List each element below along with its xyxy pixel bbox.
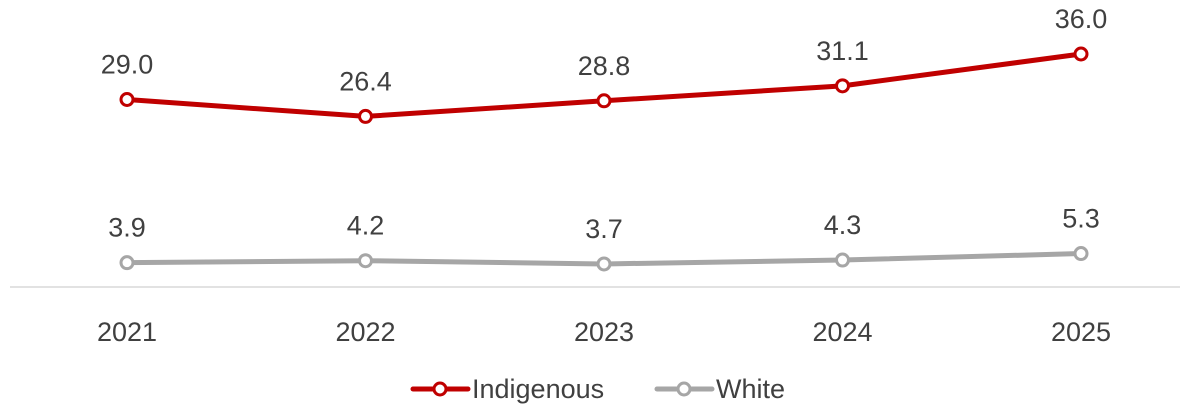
data-point-white-2022 (358, 253, 373, 269)
x-tick-label-2021: 2021 (97, 317, 157, 347)
data-label-white-2024: 4.3 (824, 210, 862, 240)
data-label-white-2023: 3.7 (585, 214, 623, 244)
data-label-indigenous-2025: 36.0 (1055, 4, 1108, 34)
data-label-white-2021: 3.9 (108, 213, 146, 243)
legend: Indigenous White (410, 374, 785, 404)
data-label-white-2025: 5.3 (1062, 204, 1100, 234)
data-label-indigenous-2022: 26.4 (339, 66, 392, 96)
data-point-indigenous-2023 (596, 93, 612, 109)
data-label-white-2022: 4.2 (347, 211, 385, 241)
data-point-white-2021 (119, 255, 135, 271)
data-point-indigenous-2024 (835, 78, 850, 94)
series-layer: 29.0 26.4 28.8 31.1 36.0 3.9 4.2 3.7 4.3 5.3 (101, 4, 1108, 272)
data-point-indigenous-2021 (119, 92, 135, 107)
series-indigenous: 29.0 26.4 28.8 31.1 36.0 (101, 4, 1108, 124)
data-point-white-2024 (835, 252, 850, 268)
x-axis-ticks: 2021 2022 2023 2024 2025 (97, 317, 1111, 347)
data-label-indigenous-2023: 28.8 (578, 51, 631, 81)
legend-item-white: White (654, 374, 785, 404)
legend-item-indigenous: Indigenous (410, 374, 604, 404)
x-tick-label-2023: 2023 (574, 317, 634, 347)
series-white: 3.9 4.2 3.7 4.3 5.3 (108, 204, 1100, 272)
legend-label-indigenous: Indigenous (472, 374, 604, 404)
data-point-white-2023 (596, 256, 612, 272)
data-label-indigenous-2021: 29.0 (101, 50, 154, 80)
data-point-indigenous-2025 (1073, 46, 1089, 62)
x-tick-label-2024: 2024 (812, 317, 872, 347)
legend-label-white: White (716, 374, 785, 404)
data-label-indigenous-2024: 31.1 (816, 36, 869, 66)
x-tick-label-2022: 2022 (335, 317, 395, 347)
data-point-white-2025 (1073, 246, 1089, 262)
legend-marker-indigenous (432, 381, 448, 397)
data-point-indigenous-2022 (358, 108, 373, 124)
x-tick-label-2025: 2025 (1051, 317, 1111, 347)
legend-marker-white (676, 381, 692, 397)
